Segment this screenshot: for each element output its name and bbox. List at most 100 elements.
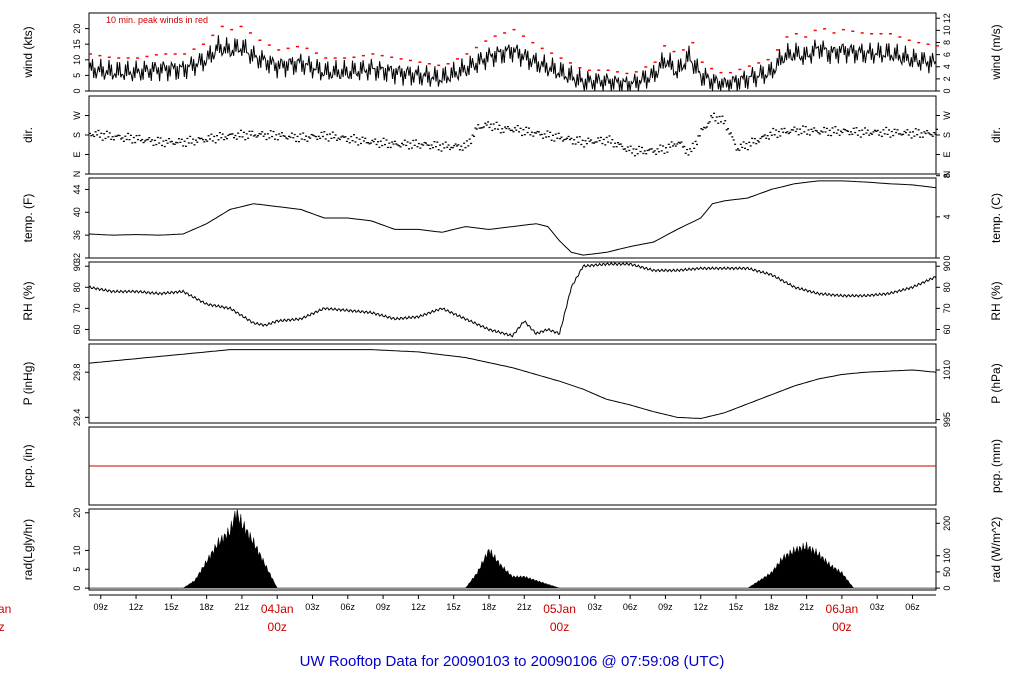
right-tick-label: 8 [942, 173, 952, 178]
dir-point [920, 132, 923, 134]
dir-point [707, 122, 710, 124]
dir-point [528, 127, 530, 129]
dir-point [320, 131, 323, 134]
dir-point [632, 148, 635, 150]
dir-point [893, 128, 896, 130]
dir-point [290, 132, 293, 134]
dir-point [838, 134, 841, 136]
peak-wind-mark [851, 30, 855, 32]
dir-point [808, 134, 811, 136]
dir-point [189, 135, 192, 138]
dir-point [343, 136, 346, 138]
peak-wind-mark [625, 72, 629, 75]
dir-point [480, 127, 482, 129]
dir-point [782, 131, 785, 133]
dir-point [249, 134, 252, 136]
dir-point [797, 134, 800, 136]
peak-wind-mark [587, 69, 591, 71]
left-tick-label: 40 [72, 207, 82, 217]
dir-point [919, 136, 922, 138]
dir-point [135, 135, 138, 137]
dir-point [679, 142, 682, 144]
dir-point [268, 137, 271, 139]
dir-point [495, 121, 498, 123]
left-tick-label: 70 [72, 303, 82, 313]
dir-point [454, 143, 457, 145]
dir-point [386, 146, 389, 149]
panel-temp: 32 36 40 44 0 4 8 temp. (F) temp. (C) [21, 173, 1003, 263]
dir-point [94, 131, 97, 133]
dir-point [408, 148, 410, 150]
dir-point [569, 138, 571, 141]
dir-point [252, 135, 255, 137]
peak-wind-mark [936, 45, 939, 47]
left-tick-label: 15 [72, 39, 82, 49]
dir-point [728, 133, 731, 135]
dir-point [557, 132, 560, 134]
dir-point [269, 130, 272, 132]
dir-point [724, 120, 727, 122]
dir-point [717, 122, 720, 124]
peak-wind-mark [870, 33, 874, 35]
dir-point [508, 128, 511, 130]
dir-point [828, 129, 831, 131]
dir-point [694, 140, 697, 143]
dir-point [882, 129, 885, 131]
dir-point [141, 138, 144, 141]
peak-wind-mark [173, 53, 177, 55]
dir-point [437, 149, 440, 151]
peak-wind-mark [503, 32, 507, 34]
dir-point [608, 135, 611, 137]
dir-point [714, 120, 717, 122]
peak-wind-mark [107, 56, 111, 58]
dir-point [804, 126, 807, 128]
dir-point [765, 137, 768, 139]
dir-point [456, 145, 458, 147]
right-tick-label: 2 [942, 76, 952, 81]
dir-point [680, 141, 683, 143]
dir-point [818, 133, 821, 135]
dir-point [926, 130, 929, 132]
dir-point [93, 135, 96, 138]
peak-wind-mark [267, 44, 271, 46]
right-tick-label: 8 [942, 40, 952, 45]
dir-point [506, 126, 509, 128]
dir-point [931, 135, 934, 137]
dir-point [734, 143, 737, 145]
dir-point [732, 139, 735, 141]
dir-point [111, 136, 114, 138]
time-tick-label: 21z [235, 602, 250, 612]
dir-point [321, 135, 324, 138]
peak-wind-mark [832, 32, 836, 34]
peak-wind-mark [521, 35, 525, 37]
dir-point [820, 130, 823, 132]
time-tick-label: 06z [905, 602, 920, 612]
dir-point [910, 137, 913, 139]
dir-point [234, 134, 237, 137]
peak-wind-mark [785, 36, 789, 38]
dir-point [787, 132, 790, 135]
dir-point [885, 126, 888, 129]
dir-point [537, 131, 540, 133]
dir-point [324, 138, 327, 140]
dir-point [422, 144, 425, 146]
dir-point [300, 138, 303, 140]
dir-point [180, 138, 183, 140]
dir-point [536, 130, 539, 133]
dir-point [876, 129, 879, 132]
dir-point [535, 132, 538, 134]
dir-point [443, 147, 446, 149]
time-tick-label: 09z [94, 602, 109, 612]
right-tick-label: 4 [942, 214, 952, 219]
dir-point [755, 143, 758, 145]
dir-point [314, 136, 317, 138]
dir-point [785, 132, 787, 134]
ylabel-left-pressure: P (inHg) [21, 362, 35, 406]
dir-point [413, 144, 416, 146]
dir-point [207, 135, 210, 137]
dir-point [478, 127, 481, 129]
dir-point [924, 132, 927, 135]
ylabel-right-rh: RH (%) [989, 281, 1003, 320]
time-tick-label: 06z [623, 602, 638, 612]
dir-point [659, 144, 662, 146]
